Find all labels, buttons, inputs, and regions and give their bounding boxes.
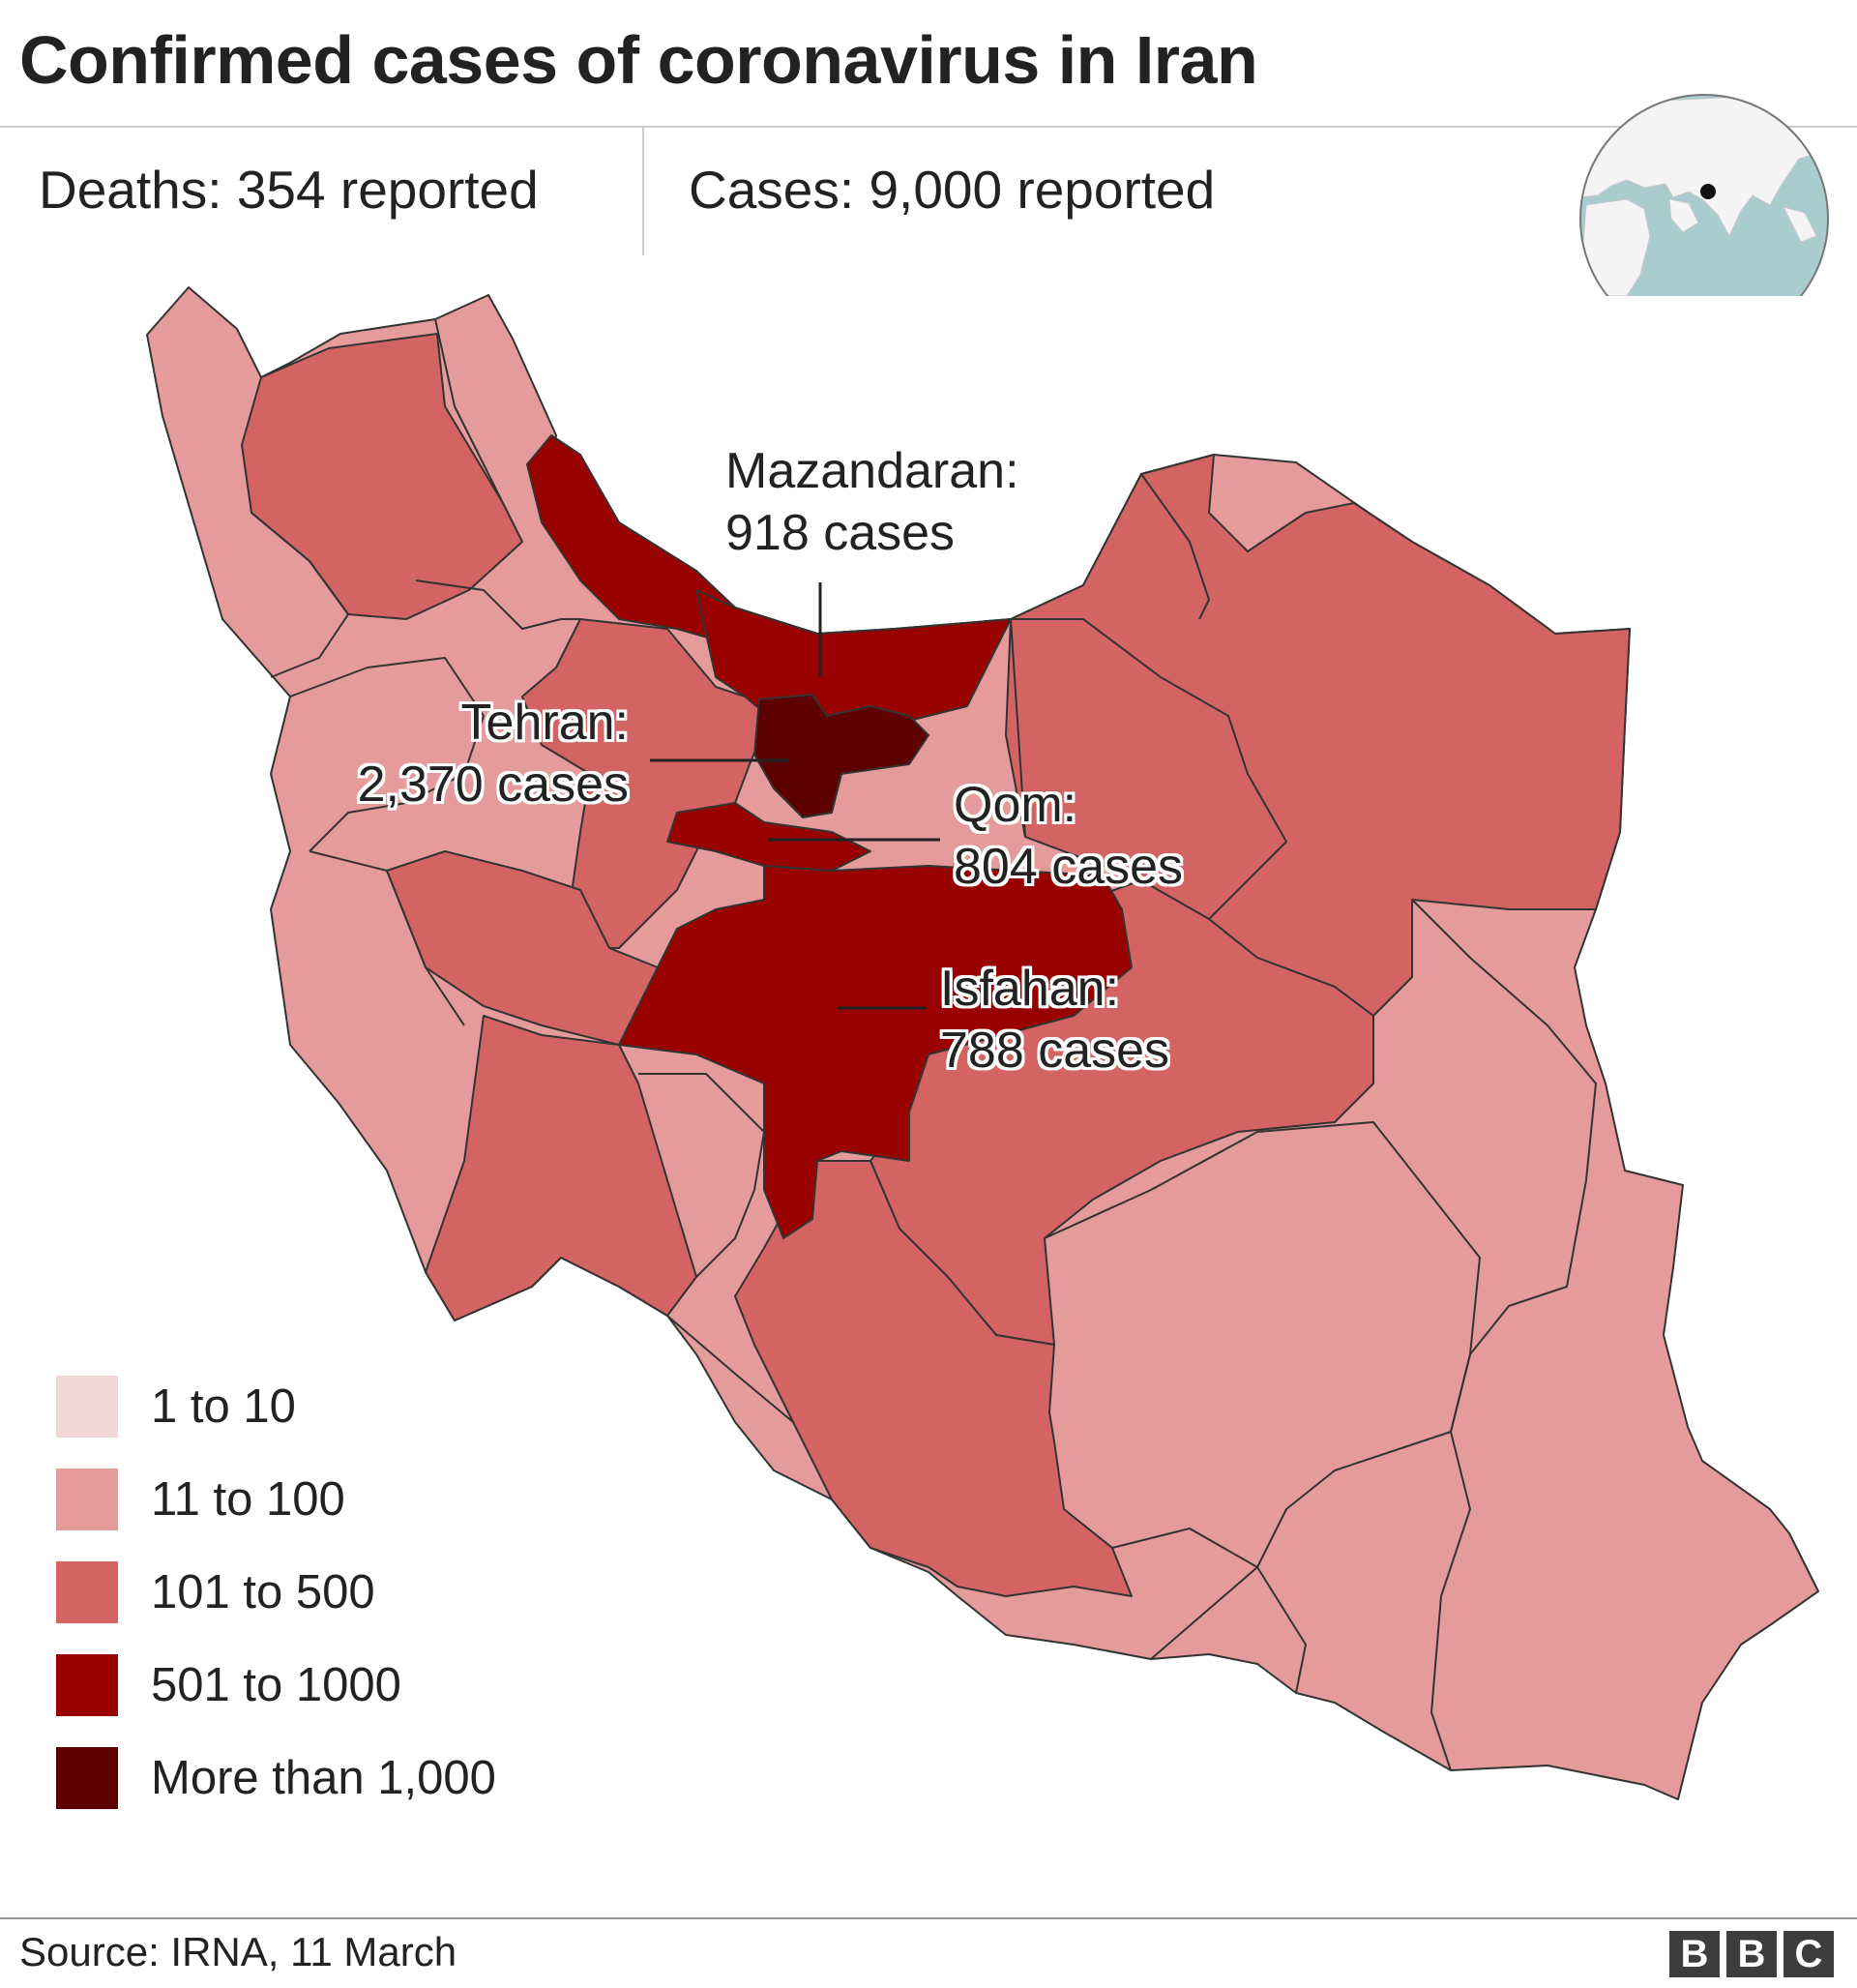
boundary-golestan — [1140, 473, 1210, 620]
cases-stat: Cases: 9,000 reported — [689, 160, 1216, 220]
legend-swatch — [56, 1561, 118, 1623]
label-mazandaran-name: Mazandaran: — [725, 443, 1019, 499]
boundary-ardabil — [434, 318, 504, 504]
boundary-kerman-east — [1044, 1121, 1481, 1660]
globe-locator-icon — [1579, 94, 1829, 296]
legend-item: More than 1,000 — [56, 1732, 496, 1825]
region-khuzestan — [425, 1015, 697, 1321]
footer-divider — [0, 1917, 1857, 1919]
boundary-kurdistan — [289, 657, 485, 852]
region-semnan — [1010, 618, 1287, 920]
bbc-logo-letter: C — [1783, 1931, 1834, 1977]
legend-item: 501 to 1000 — [56, 1639, 496, 1732]
boundary-kohgiluyeh — [638, 1073, 765, 1278]
legend-swatch — [56, 1654, 118, 1716]
label-qom-cases: 804 cases — [954, 839, 1184, 895]
legend-swatch — [56, 1376, 118, 1438]
label-isfahan-cases: 788 cases — [940, 1023, 1170, 1079]
label-mazandaran: Mazandaran: 918 cases — [725, 440, 1019, 564]
boundary-west-azerbaijan — [251, 512, 349, 678]
region-gilan — [526, 434, 736, 639]
region-tehran — [753, 694, 929, 818]
source-note: Source: IRNA, 11 March — [19, 1929, 457, 1974]
label-qom: Qom: 804 cases — [954, 774, 1183, 898]
deaths-stat: Deaths: 354 reported — [39, 160, 539, 220]
legend-label: More than 1,000 — [151, 1752, 496, 1804]
legend-swatch — [56, 1747, 118, 1809]
label-isfahan-name: Isfahan: — [940, 961, 1120, 1017]
legend: 1 to 10 11 to 100 101 to 500 501 to 1000… — [56, 1360, 496, 1825]
label-qom-name: Qom: — [954, 777, 1077, 833]
boundary-hormozgan — [1111, 1528, 1307, 1694]
bbc-logo-letter: B — [1669, 1931, 1720, 1977]
region-isfahan — [618, 865, 1133, 1239]
region-fars — [734, 1160, 1133, 1597]
legend-label: 501 to 1000 — [151, 1659, 401, 1711]
region-qom — [666, 802, 871, 872]
label-tehran: Tehran: 2,370 cases — [319, 692, 629, 816]
legend-label: 101 to 500 — [151, 1566, 375, 1618]
page-title: Confirmed cases of coronavirus in Iran — [19, 22, 1258, 98]
header-divider — [0, 126, 1857, 128]
label-tehran-cases: 2,370 cases — [357, 757, 629, 813]
label-isfahan: Isfahan: 788 cases — [940, 958, 1169, 1082]
legend-item: 11 to 100 — [56, 1453, 496, 1546]
legend-swatch — [56, 1469, 118, 1530]
bbc-logo-icon: B B C — [1669, 1931, 1834, 1977]
label-mazandaran-cases: 918 cases — [725, 505, 956, 561]
boundary-bushehr — [666, 1315, 794, 1423]
legend-item: 1 to 10 — [56, 1360, 496, 1453]
region-mazandaran — [695, 589, 1012, 727]
label-tehran-name: Tehran: — [460, 695, 629, 751]
legend-item: 101 to 500 — [56, 1546, 496, 1639]
bbc-logo-letter: B — [1726, 1931, 1777, 1977]
legend-label: 1 to 10 — [151, 1380, 296, 1433]
stat-divider — [642, 128, 644, 255]
boundary-kermanshah — [309, 850, 465, 1026]
iran-marker — [1700, 184, 1716, 199]
boundary-sistan — [1411, 899, 1597, 1771]
legend-label: 11 to 100 — [151, 1473, 345, 1526]
boundary-zanjan — [415, 579, 580, 630]
